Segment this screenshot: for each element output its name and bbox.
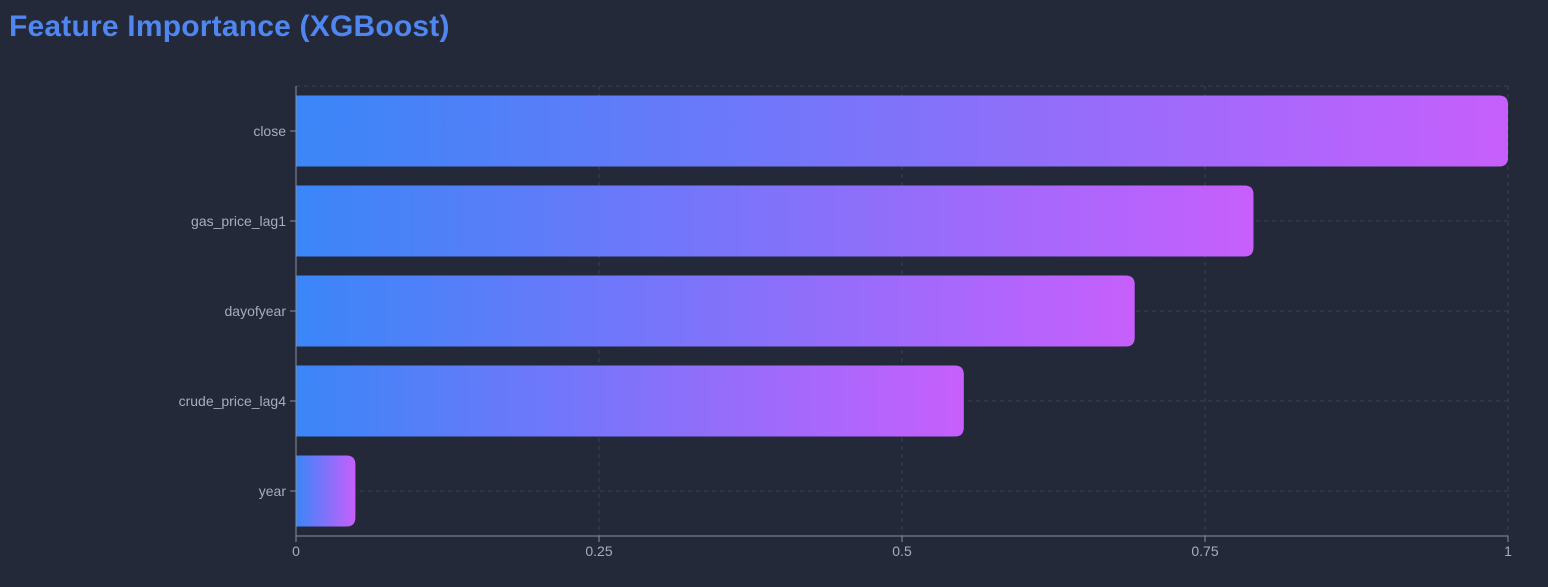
y-tick-label: gas_price_lag1 [191,213,286,229]
x-tick-label: 0.75 [1191,543,1218,559]
x-tick-label: 0 [292,543,300,559]
bar-close [296,95,1508,167]
x-tick-label: 0.25 [585,543,612,559]
x-tick-label: 1 [1504,543,1512,559]
bar-dayofyear [296,275,1135,347]
bar-crude_price_lag4 [296,365,964,437]
bar-year [296,455,356,527]
y-tick-label: crude_price_lag4 [179,393,287,409]
page-title: Feature Importance (XGBoost) [9,10,450,43]
bar-gas_price_lag1 [296,185,1254,257]
y-tick-label: close [253,123,286,139]
tick-labels: 0 0.25 0.5 0.75 1 close gas_price_lag1 dayofyea… [179,123,1513,559]
x-tick-label: 0.5 [892,543,912,559]
y-tick-label: year [259,483,287,499]
bars [296,95,1508,527]
axes [290,86,1509,542]
y-tick-label: dayofyear [225,303,287,319]
